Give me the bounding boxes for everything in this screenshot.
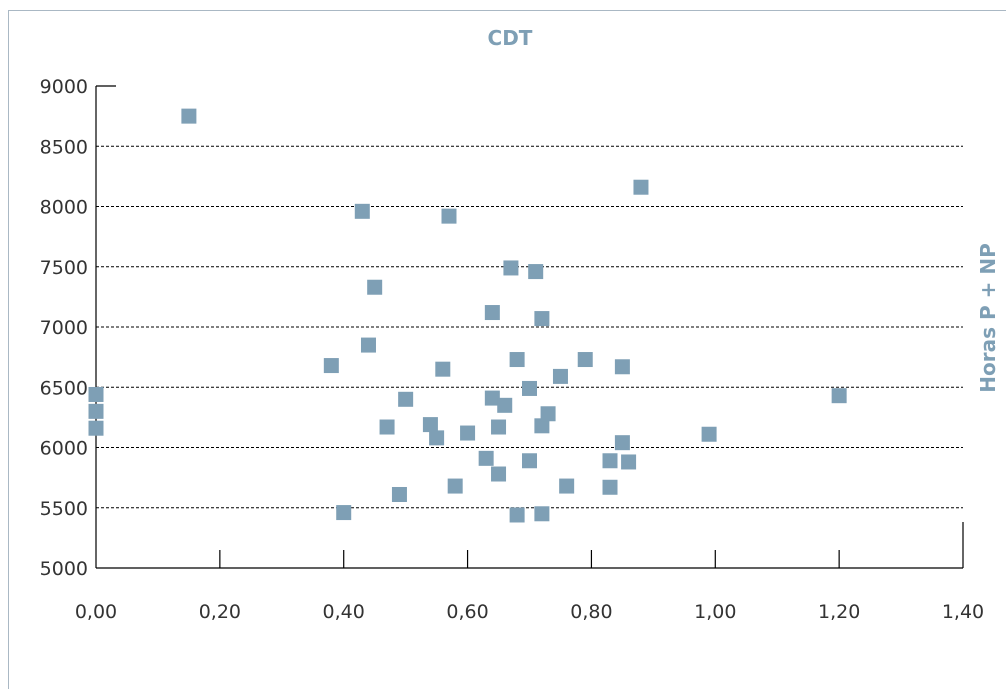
data-point (88, 420, 104, 436)
data-point (534, 418, 550, 434)
data-point (422, 417, 438, 433)
data-point (379, 419, 395, 435)
data-point (391, 486, 407, 502)
y-tick-label: 8500 (40, 136, 88, 158)
data-point (614, 359, 630, 375)
data-point (522, 380, 537, 396)
x-tick-label: 0,80 (570, 601, 612, 623)
y-tick-label: 6500 (40, 377, 88, 399)
data-point (367, 279, 383, 295)
data-point (484, 390, 500, 406)
data-point (614, 435, 630, 451)
chart-frame (8, 10, 1006, 689)
x-tick-labels: 0,00 0,20 0,40 0,60 0,80 1,00 1,20 1,40 (75, 601, 984, 623)
y-tick-label: 7000 (40, 317, 88, 339)
y-tick-label: 5500 (40, 498, 88, 520)
chart-title: CDT (488, 26, 533, 50)
y-tick-labels: 5000 5500 6000 6500 7000 7500 8000 8500 9000 (40, 76, 88, 580)
data-point (181, 108, 197, 124)
data-point (336, 505, 352, 521)
data-point (701, 426, 717, 442)
data-point (491, 419, 507, 435)
data-point (509, 352, 525, 368)
data-point (534, 506, 550, 522)
data-point (534, 311, 550, 327)
data-point (478, 450, 494, 466)
data-point (441, 208, 457, 224)
data-point (509, 507, 525, 523)
x-tick-label: 1,40 (942, 601, 984, 623)
data-point (559, 478, 575, 494)
data-points (88, 108, 847, 523)
data-point (633, 179, 649, 195)
data-point (491, 466, 507, 482)
x-tick-label: 1,20 (818, 601, 860, 623)
data-point (552, 368, 568, 384)
y-tick-label: 5000 (40, 558, 88, 580)
data-point (602, 479, 618, 495)
y-tick-label: 8000 (40, 197, 88, 219)
data-point (360, 337, 376, 353)
y-tick-label: 6000 (40, 438, 88, 460)
data-point (540, 406, 556, 422)
data-point (577, 352, 593, 368)
y-tick-label: 7500 (40, 257, 88, 279)
x-tick-label: 0,60 (446, 601, 488, 623)
data-point (354, 203, 370, 219)
data-point (447, 478, 463, 494)
y-axis-label: Horas P + NP (976, 243, 1000, 392)
x-tick-label: 0,40 (323, 601, 365, 623)
data-point (528, 264, 544, 280)
data-point (398, 391, 414, 407)
data-point (88, 403, 104, 419)
data-point (503, 260, 519, 276)
data-point (88, 386, 104, 402)
data-point (831, 388, 847, 404)
x-tick-label: 1,00 (694, 601, 736, 623)
data-point (484, 305, 500, 321)
data-point (435, 361, 451, 377)
x-tick-label: 0,00 (75, 601, 117, 623)
data-point (460, 425, 476, 441)
y-tick-label: 9000 (40, 76, 88, 98)
grid-lines (96, 145, 963, 509)
x-tick-label: 0,20 (199, 601, 241, 623)
data-point (429, 430, 445, 446)
data-point (497, 397, 513, 413)
data-point (602, 453, 618, 469)
data-point (522, 453, 537, 469)
data-point (323, 358, 339, 374)
data-point (621, 454, 637, 470)
axes (95, 85, 964, 569)
